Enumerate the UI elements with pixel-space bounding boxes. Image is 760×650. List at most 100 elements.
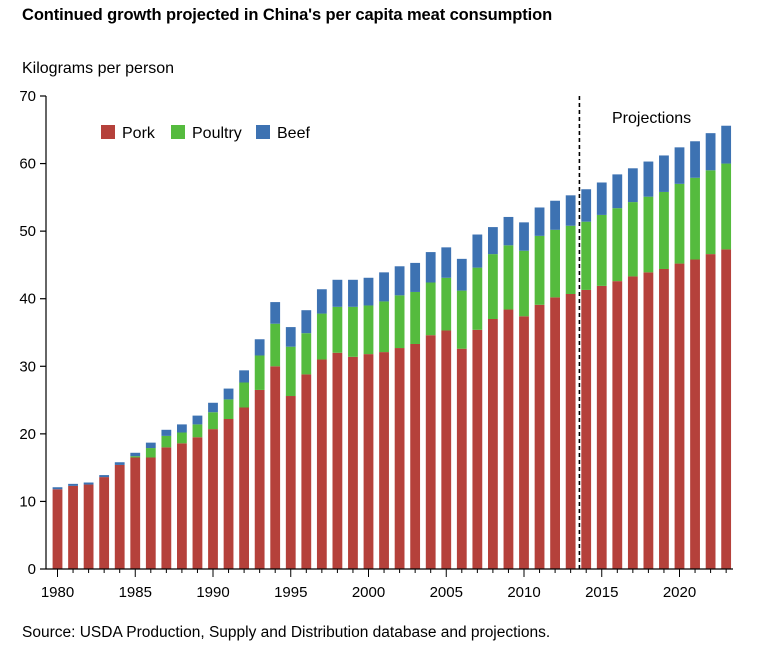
- y-tick-label-20: 20: [19, 426, 36, 443]
- bar-pork-1999: [348, 356, 358, 569]
- bar-poultry-2003: [410, 291, 421, 344]
- bar-beef-1981: [68, 483, 78, 486]
- bar-pork-2013: [565, 293, 576, 569]
- y-tick-label-70: 70: [19, 88, 36, 105]
- bar-beef-2022: [705, 133, 716, 171]
- bar-poultry-2009: [503, 245, 514, 310]
- bar-pork-2001: [379, 352, 389, 569]
- bar-poultry-2006: [456, 290, 467, 349]
- bar-pork-2006: [456, 348, 467, 569]
- bar-pork-2019: [659, 268, 669, 569]
- bar-poultry-2021: [690, 177, 700, 260]
- bar-poultry-1999: [348, 306, 358, 357]
- bar-poultry-2022: [705, 170, 716, 255]
- axes-layer: 0 10 20 30 40 50 60 70 1980 1985 1990 1995 2000 2005 2…: [19, 88, 733, 601]
- bar-poultry-2018: [643, 196, 654, 273]
- bar-poultry-2019: [659, 191, 669, 269]
- bar-beef-2003: [410, 262, 421, 292]
- bar-poultry-1985: [130, 456, 141, 458]
- bar-beef-1993: [254, 339, 265, 356]
- bar-pork-1981: [68, 485, 78, 569]
- bar-poultry-2020: [674, 183, 685, 264]
- bar-poultry-2007: [472, 267, 483, 330]
- projections-annotation: Projections: [612, 110, 691, 127]
- bar-beef-1988: [177, 424, 187, 433]
- bar-poultry-1995: [285, 346, 296, 397]
- y-axis-label: Kilograms per person: [22, 60, 175, 77]
- bar-beef-2006: [456, 258, 467, 291]
- bar-pork-1994: [270, 366, 281, 569]
- bar-poultry-1986: [145, 448, 156, 458]
- bar-poultry-2023: [721, 163, 732, 250]
- bar-beef-2019: [659, 155, 669, 192]
- bar-pork-1989: [192, 437, 203, 569]
- bar-beef-1994: [270, 302, 281, 324]
- bar-beef-2016: [612, 174, 623, 209]
- y-tick-label-60: 60: [19, 156, 36, 173]
- bar-pork-1982: [83, 484, 94, 569]
- bar-pork-2018: [643, 272, 654, 569]
- bar-pork-1993: [254, 389, 265, 569]
- bar-poultry-2010: [519, 250, 529, 317]
- bar-beef-2007: [472, 234, 483, 268]
- x-tick-label-1990: 1990: [196, 584, 229, 601]
- bar-poultry-2001: [379, 301, 389, 353]
- bar-pork-2015: [596, 285, 607, 569]
- bar-poultry-1997: [316, 313, 327, 360]
- bar-beef-1989: [192, 415, 203, 425]
- x-tick-label-1985: 1985: [119, 584, 152, 601]
- bar-poultry-1989: [192, 424, 203, 438]
- bar-pork-2005: [441, 330, 452, 569]
- bar-pork-1998: [332, 352, 343, 569]
- bar-poultry-1998: [332, 306, 343, 353]
- bar-beef-1998: [332, 279, 343, 307]
- bar-pork-1980: [52, 489, 63, 569]
- y-tick-label-0: 0: [28, 561, 36, 578]
- bar-poultry-1988: [177, 432, 187, 444]
- bar-beef-2008: [488, 227, 498, 255]
- legend-swatch-beef: [256, 125, 270, 139]
- legend-label-poultry: Poultry: [192, 125, 242, 142]
- bar-poultry-2004: [425, 282, 436, 336]
- bar-pork-2009: [503, 309, 514, 569]
- bar-beef-2002: [394, 266, 405, 296]
- bar-pork-1983: [99, 477, 110, 569]
- bar-poultry-2012: [550, 229, 560, 298]
- bar-beef-2004: [425, 252, 436, 283]
- bar-beef-2001: [379, 272, 389, 302]
- bar-poultry-1990: [208, 412, 218, 430]
- stacked-bar-chart: 0 10 20 30 40 50 60 70 1980 1985 1990 1995 2000 2005 2…: [19, 88, 733, 601]
- bar-poultry-2016: [612, 208, 623, 282]
- bar-pork-2000: [363, 354, 374, 569]
- bar-beef-1982: [83, 482, 94, 485]
- bar-beef-2014: [581, 189, 592, 222]
- bar-poultry-1991: [223, 399, 234, 419]
- bar-pork-1996: [301, 374, 312, 569]
- bar-beef-2021: [690, 141, 700, 178]
- chart-title: Continued growth projected in China's pe…: [22, 6, 553, 24]
- bar-pork-1990: [208, 429, 218, 569]
- bar-pork-2016: [612, 281, 623, 569]
- bar-beef-1997: [316, 289, 327, 314]
- bar-pork-2007: [472, 329, 483, 569]
- bar-poultry-1994: [270, 323, 281, 367]
- bar-pork-2014: [581, 289, 592, 569]
- bar-pork-1992: [239, 407, 249, 569]
- bar-poultry-2014: [581, 221, 592, 290]
- bar-poultry-2013: [565, 225, 576, 294]
- bar-pork-2022: [705, 254, 716, 569]
- bar-poultry-2000: [363, 305, 374, 355]
- bar-beef-2017: [627, 168, 638, 203]
- bar-beef-2013: [565, 195, 576, 226]
- legend-swatch-poultry: [171, 125, 185, 139]
- bar-pork-2012: [550, 297, 560, 569]
- x-tick-label-1980: 1980: [41, 584, 74, 601]
- bar-beef-1985: [130, 452, 141, 457]
- bar-pork-2023: [721, 249, 732, 569]
- bar-pork-1986: [145, 457, 156, 569]
- x-tick-label-2020: 2020: [663, 584, 696, 601]
- bar-beef-2018: [643, 161, 654, 197]
- bar-pork-1988: [177, 443, 187, 569]
- bar-beef-1990: [208, 402, 218, 413]
- x-tick-label-2005: 2005: [430, 584, 463, 601]
